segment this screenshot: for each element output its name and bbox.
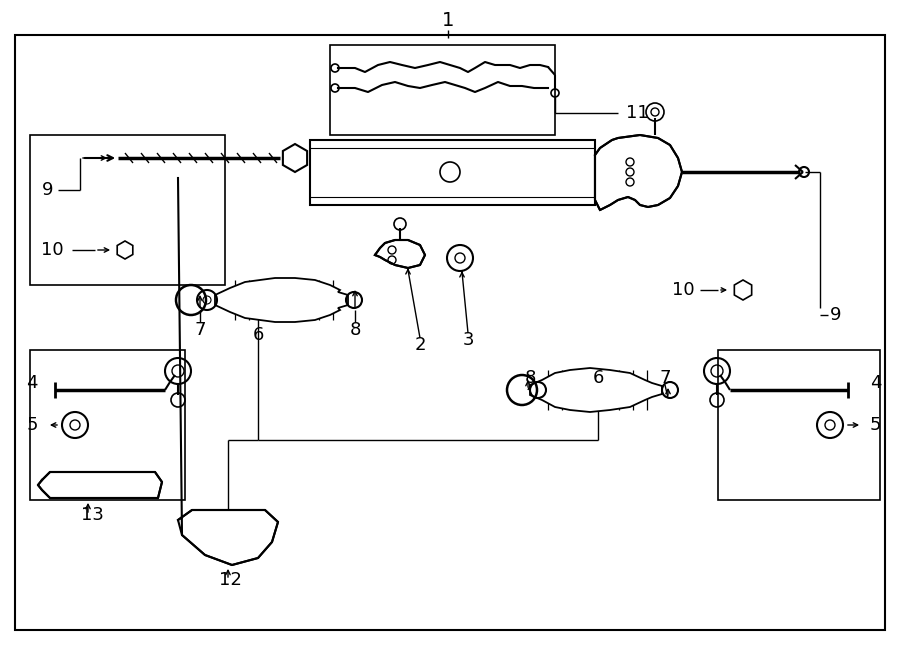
- Polygon shape: [178, 510, 278, 565]
- Text: 8: 8: [525, 369, 535, 387]
- Text: 6: 6: [592, 369, 604, 387]
- Polygon shape: [283, 144, 307, 172]
- Polygon shape: [530, 368, 662, 412]
- Polygon shape: [734, 280, 752, 300]
- Text: 12: 12: [219, 571, 241, 589]
- Polygon shape: [117, 241, 133, 259]
- Text: 10: 10: [40, 241, 63, 259]
- Text: 9: 9: [830, 306, 842, 324]
- Bar: [310, 140, 595, 205]
- Text: 6: 6: [252, 326, 264, 344]
- Text: 9: 9: [42, 181, 54, 199]
- Text: 3: 3: [463, 331, 473, 349]
- Polygon shape: [595, 135, 682, 210]
- Text: 5: 5: [26, 416, 38, 434]
- Bar: [330, 45, 555, 135]
- Text: 1: 1: [442, 11, 454, 30]
- Polygon shape: [215, 278, 348, 322]
- Polygon shape: [38, 472, 162, 498]
- Text: 11: 11: [626, 104, 648, 122]
- Text: 4: 4: [870, 374, 881, 392]
- Text: 5: 5: [870, 416, 881, 434]
- Text: 4: 4: [26, 374, 38, 392]
- Text: 8: 8: [349, 321, 361, 339]
- Polygon shape: [375, 240, 425, 268]
- Bar: [30, 135, 225, 285]
- Text: 13: 13: [81, 506, 104, 524]
- Text: 7: 7: [194, 321, 206, 339]
- Bar: [30, 350, 185, 500]
- Bar: [718, 350, 880, 500]
- Text: 10: 10: [671, 281, 694, 299]
- Text: 7: 7: [659, 369, 670, 387]
- Text: 2: 2: [414, 336, 426, 354]
